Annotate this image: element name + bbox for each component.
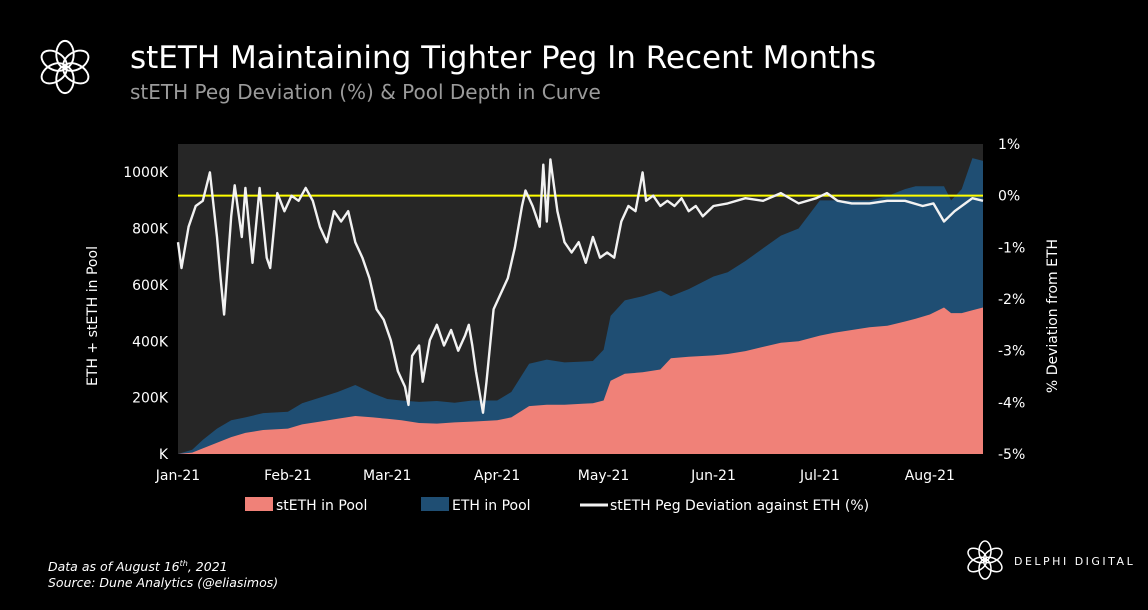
brand-logo-icon bbox=[967, 540, 1003, 580]
x-tick-label: May-21 bbox=[578, 468, 630, 484]
steth-in-pool-area bbox=[178, 307, 983, 454]
chart-title: stETH Maintaining Tighter Peg In Recent … bbox=[130, 40, 877, 76]
y-right-tick-label: -4% bbox=[998, 395, 1025, 411]
legend-swatch-steth bbox=[245, 497, 273, 511]
area-layer bbox=[178, 158, 983, 454]
x-tick-label: Aug-21 bbox=[905, 468, 955, 484]
y-right-tick-label: -2% bbox=[998, 292, 1025, 308]
x-axis: Jan-21 Feb-21 Mar-21 Apr-21 May-21 Jun-21 Jul-… bbox=[155, 468, 955, 484]
y-right-tick-label: -1% bbox=[998, 240, 1025, 256]
y-axis-left-label: ETH + stETH in Pool bbox=[85, 246, 101, 386]
x-tick-label: Jun-21 bbox=[690, 468, 736, 484]
flower-logo-icon bbox=[40, 39, 90, 95]
y-left-tick-label: 200K bbox=[132, 391, 169, 407]
source-note: Source: Dune Analytics (@eliasimos) bbox=[48, 575, 279, 591]
brand-name: DELPHI DIGITAL bbox=[1014, 555, 1136, 568]
x-tick-label: Jan-21 bbox=[155, 468, 200, 484]
footer-notes: Data as of August 16th, 2021 Source: Dun… bbox=[48, 556, 278, 591]
chart-subtitle: stETH Peg Deviation (%) & Pool Depth in … bbox=[130, 80, 601, 104]
legend-label-eth: ETH in Pool bbox=[452, 498, 531, 514]
y-axis-right: -5% -4% -3% -2% -1% 0% 1% bbox=[998, 137, 1025, 463]
legend-label-deviation: stETH Peg Deviation against ETH (%) bbox=[610, 498, 869, 514]
y-left-tick-label: K bbox=[159, 447, 169, 463]
y-axis-right-label: % Deviation from ETH bbox=[1045, 239, 1061, 393]
y-right-tick-label: -3% bbox=[998, 344, 1025, 360]
x-tick-label: Jul-21 bbox=[799, 468, 840, 484]
y-axis-left: K 200K 400K 600K 800K 1000K bbox=[123, 165, 169, 463]
peg-deviation-line bbox=[176, 158, 984, 414]
legend-label-steth: stETH in Pool bbox=[276, 498, 367, 514]
x-tick-label: Apr-21 bbox=[474, 468, 520, 484]
y-left-tick-label: 1000K bbox=[123, 165, 169, 181]
data-as-of-note: Data as of August 16th, 2021 bbox=[48, 559, 228, 575]
y-right-tick-label: 1% bbox=[998, 137, 1020, 153]
x-tick-label: Feb-21 bbox=[264, 468, 312, 484]
legend-swatch-eth bbox=[421, 497, 449, 511]
x-tick-label: Mar-21 bbox=[363, 468, 411, 484]
y-left-tick-label: 800K bbox=[132, 222, 169, 238]
y-right-tick-label: 0% bbox=[998, 189, 1020, 205]
legend: stETH in Pool ETH in Pool stETH Peg Devi… bbox=[245, 497, 869, 514]
y-left-tick-label: 400K bbox=[132, 334, 169, 350]
y-left-tick-label: 600K bbox=[132, 278, 169, 294]
y-right-tick-label: -5% bbox=[998, 447, 1025, 463]
